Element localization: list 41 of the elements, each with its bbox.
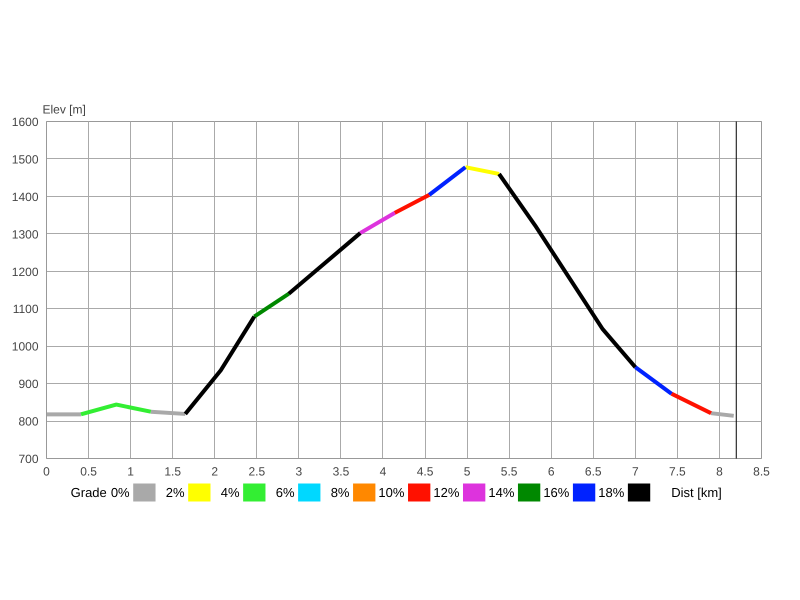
x-tick-label: 2 xyxy=(211,464,218,478)
x-tick-label: 4 xyxy=(380,464,387,478)
x-tick-label: 3.5 xyxy=(332,464,350,478)
y-tick-label: 1600 xyxy=(12,115,39,129)
x-tick-label: 2.5 xyxy=(248,464,266,478)
y-tick-label: 1100 xyxy=(12,302,39,316)
x-axis-title: Dist [km] xyxy=(671,485,722,500)
x-tick-label: 3 xyxy=(296,464,303,478)
legend-label: 12% xyxy=(433,485,460,500)
x-tick-label: 5.5 xyxy=(500,464,518,478)
x-tick-label: 7.5 xyxy=(669,464,686,478)
x-tick-label: 6 xyxy=(548,464,555,478)
y-tick-label: 1500 xyxy=(12,152,39,166)
y-tick-label: 1000 xyxy=(12,340,39,354)
legend-label: 2% xyxy=(166,485,186,500)
x-tick-label: 1.5 xyxy=(164,464,182,478)
legend-label: 14% xyxy=(488,485,515,500)
legend-label: 0% xyxy=(110,485,130,500)
x-tick-label: 4.5 xyxy=(416,464,434,478)
x-tick-label: 8 xyxy=(716,464,724,478)
legend-title: Grade xyxy=(70,485,107,500)
x-tick-label: 1 xyxy=(127,464,134,478)
x-tick-label: 6.5 xyxy=(584,464,602,478)
y-tick-label: 1300 xyxy=(12,227,39,242)
y-axis-title: Elev [m] xyxy=(42,102,86,116)
x-tick-label: 5 xyxy=(464,464,471,478)
y-tick-label: 700 xyxy=(18,452,39,466)
legend-label: 16% xyxy=(543,485,570,500)
legend-label: 6% xyxy=(276,485,295,500)
x-tick-label: 7 xyxy=(632,464,639,478)
x-tick-label: 0 xyxy=(43,464,50,478)
x-tick-label: 8.5 xyxy=(753,464,770,478)
legend-label: 10% xyxy=(378,485,405,500)
y-tick-label: 800 xyxy=(18,414,39,429)
legend-label: 4% xyxy=(220,485,240,500)
y-tick-label: 1400 xyxy=(12,190,39,204)
y-tick-label: 900 xyxy=(18,377,39,392)
y-tick-label: 1200 xyxy=(12,264,39,279)
legend-label: 18% xyxy=(598,485,625,500)
x-tick-label: 0.5 xyxy=(80,464,98,478)
legend-label: 8% xyxy=(330,485,350,500)
